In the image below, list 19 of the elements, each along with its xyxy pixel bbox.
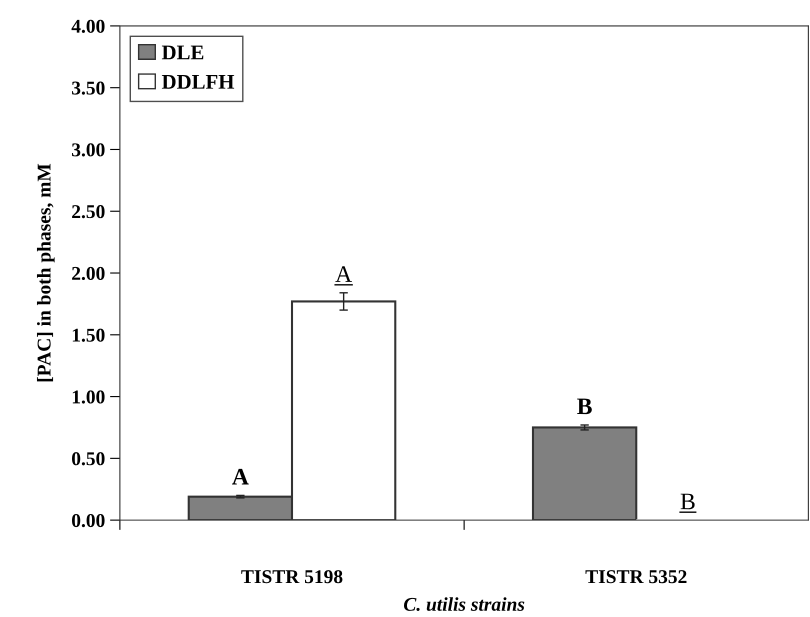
x-tick-label: TISTR 5198 xyxy=(241,570,342,584)
data-label: A xyxy=(335,266,352,282)
legend-label: DLE xyxy=(162,46,204,60)
y-tick-label: 0.00 xyxy=(72,514,105,528)
y-tick-label: 2.00 xyxy=(72,266,105,280)
data-label: B xyxy=(577,398,592,414)
y-tick-label: 2.50 xyxy=(72,205,105,218)
data-label: B xyxy=(680,494,695,510)
y-tick-label: 1.50 xyxy=(72,328,105,342)
data-label: A xyxy=(232,468,249,484)
y-tick-label: 3.00 xyxy=(72,143,105,156)
y-tick-label: 1.00 xyxy=(72,390,105,404)
y-tick-label: 3.50 xyxy=(72,82,105,95)
y-axis-title: [PAC] in both phases, mM xyxy=(36,164,55,382)
x-tick-label: TISTR 5352 xyxy=(586,570,686,584)
legend-label: DDLFH xyxy=(162,75,234,89)
y-tick-label: 0.50 xyxy=(72,452,105,466)
x-axis-title: C. utilis strains xyxy=(404,597,524,611)
y-tick-label: 4.00 xyxy=(72,20,105,33)
